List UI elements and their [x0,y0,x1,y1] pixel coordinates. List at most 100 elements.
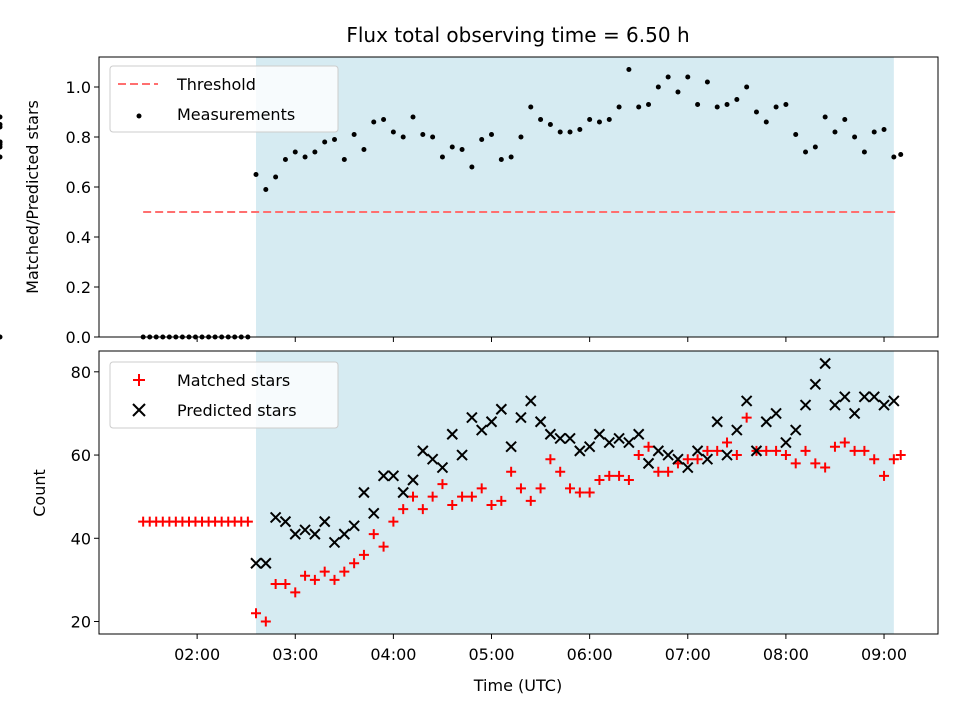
predicted-point [701,453,714,465]
measurement-point [322,139,328,145]
predicted-point [495,403,508,415]
matched-point [790,458,801,469]
predicted-point [544,428,557,440]
matched-point [280,579,291,590]
y-tick-label: 0.0 [66,328,91,347]
matched-point [594,475,605,486]
axes-frame [98,350,939,635]
x-tick-label: 03:00 [272,645,318,664]
predicted-point [348,520,360,532]
legend-predicted-label: Predicted stars [177,401,297,420]
matched-point [692,454,703,465]
predicted-point [269,511,282,524]
predicted-point [377,470,390,482]
predicted-point [358,486,370,499]
matched-point [486,499,497,510]
measurement-point [852,134,858,140]
matched-point [839,437,850,448]
predicted-point [868,391,880,403]
x-tick-label: 04:00 [370,645,416,664]
y-tick-label: 0.2 [66,278,91,297]
matched-point [339,566,350,577]
matched-point [888,454,899,465]
predicted-point [878,399,890,411]
matched-point [242,516,253,527]
measurement-point [312,149,318,155]
predicted-point [593,428,606,440]
x-tick-label: 06:00 [567,645,613,664]
measurement-point [459,147,465,152]
measurement-point [0,154,3,160]
top-panel: 0.0 0.2 0.4 0.6 0.8 1.0 [0,56,939,347]
legend-predicted-swatch [132,403,146,417]
predicted-point [799,399,812,411]
predicted-point [888,395,900,407]
matched-point [800,445,811,456]
observing-span-shade [256,57,894,337]
matched-point [457,491,468,502]
measurement-point [528,104,534,110]
legend-matched-label: Matched stars [177,371,290,390]
matched-point [535,483,546,494]
measurement-point [420,132,426,137]
y-tick-label: 40 [71,529,91,548]
matched-point [761,445,772,456]
measurement-point [724,102,730,107]
matched-point [780,450,791,461]
matched-point [358,549,369,560]
matched-point [731,450,742,461]
series-matched-stars [138,413,906,627]
matched-point [663,466,674,477]
x-tick-label: 02:00 [174,645,220,664]
measurement-point [292,149,298,155]
predicted-point [711,416,723,428]
matched-point [584,487,595,498]
legend-measurements-label: Measurements [177,105,295,124]
matched-point [466,491,477,502]
matched-point [859,445,870,456]
predicted-point [515,411,527,424]
predicted-point [318,515,331,528]
measurement-point [361,147,367,152]
matched-point [525,495,536,506]
measurement-point [538,117,544,122]
x-tick-label: 09:00 [861,645,907,664]
measurement-point [744,84,750,90]
measurement-point [695,102,701,107]
predicted-point [554,432,566,445]
matched-point [417,504,428,515]
measurement-point [773,104,779,110]
predicted-point [328,536,341,549]
measurement-point [0,114,3,120]
measurement-point [341,157,347,162]
matched-point [319,566,330,577]
matched-point [869,454,880,465]
predicted-point [652,445,665,457]
y-tick-label: 1.0 [66,78,91,97]
measurement-point [606,117,612,122]
predicted-point [309,528,321,540]
measurement-point [646,102,652,107]
matched-point [702,445,713,456]
matched-point [496,495,507,506]
predicted-point [338,528,351,540]
matched-point [349,558,360,569]
measurement-point [273,174,279,180]
matched-point [251,608,262,619]
matched-point [260,616,271,627]
predicted-point [603,436,615,449]
predicted-point [848,407,861,420]
predicted-point [299,524,311,536]
predicted-point [279,515,292,528]
matched-point [555,466,566,477]
matched-point [368,529,379,540]
predicted-point [829,399,841,411]
bottom-panel: 20 40 60 80 02:00 03:00 04:00 05:00 06:00 07:00 08… [71,350,939,664]
measurement-point [898,152,904,157]
measurement-point [871,129,877,135]
measurement-point [616,104,622,110]
measurement-point [763,119,769,125]
legend-matched-swatch [133,374,145,386]
matched-point [722,437,733,448]
